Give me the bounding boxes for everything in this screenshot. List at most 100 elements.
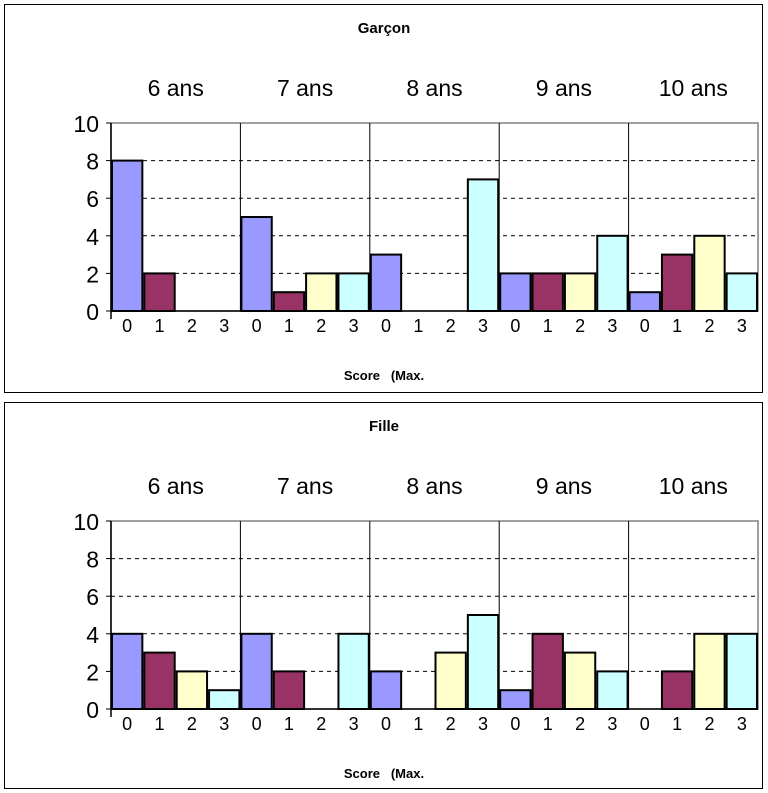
chart-title: Fille [369, 418, 399, 435]
x-tick-label: 0 [381, 316, 391, 336]
bar [208, 689, 241, 711]
bar [240, 632, 273, 710]
x-tick-label: 3 [219, 714, 229, 734]
x-tick-label: 1 [543, 714, 553, 734]
group-label: 9 ans [536, 473, 592, 499]
group-label: 7 ans [277, 75, 333, 101]
x-tick-label: 2 [316, 316, 326, 336]
chart-panel-garcon: Garçon 6 ans 7 ans 8 ans 9 ans 10 ans 0 2 4 6 8 10 0… [4, 4, 763, 393]
plot-area [110, 122, 759, 312]
bar [305, 272, 338, 312]
x-tick-label: 3 [607, 714, 617, 734]
bar [660, 670, 694, 710]
group-label: 6 ans [148, 473, 204, 499]
chart-title: Garçon [358, 20, 411, 37]
x-tick-label: 3 [219, 316, 229, 336]
bar [660, 253, 694, 313]
x-tick-label: 3 [478, 714, 488, 734]
x-tick-label: 0 [252, 714, 262, 734]
y-tick-label: 2 [86, 261, 99, 287]
group-label: 9 ans [536, 75, 592, 101]
x-tick-label: 0 [252, 316, 262, 336]
x-tick-label: 1 [672, 714, 682, 734]
x-tick-label: 2 [187, 316, 197, 336]
x-tick-label: 0 [122, 316, 132, 336]
x-axis-title: Score (Max. [344, 368, 424, 383]
group-label: 8 ans [406, 75, 462, 101]
y-tick-label: 6 [86, 584, 99, 610]
bar [531, 632, 564, 710]
group-label: 10 ans [659, 75, 728, 101]
bar [563, 272, 597, 312]
bar [434, 651, 467, 711]
group-label: 10 ans [659, 473, 728, 499]
bar [272, 670, 306, 710]
x-tick-label: 0 [381, 714, 391, 734]
x-tick-label: 2 [575, 714, 585, 734]
y-tick-label: 10 [73, 509, 99, 535]
bar [111, 632, 144, 710]
y-tick-label: 0 [86, 697, 99, 723]
bar [531, 272, 564, 312]
x-tick-label: 3 [737, 714, 747, 734]
bar [369, 253, 403, 313]
bar [499, 689, 532, 711]
bar [466, 614, 500, 710]
x-tick-label: 3 [737, 316, 747, 336]
bar [563, 651, 597, 711]
bar [175, 670, 209, 710]
x-tick-label: 1 [672, 316, 682, 336]
bar [693, 632, 726, 710]
bar [143, 272, 176, 312]
x-tick-label: 2 [575, 316, 585, 336]
bar [725, 632, 759, 710]
y-tick-label: 0 [86, 299, 99, 325]
bar [272, 291, 306, 313]
x-tick-label: 1 [413, 316, 423, 336]
x-tick-label: 2 [704, 714, 714, 734]
y-tick-label: 8 [86, 149, 99, 175]
x-tick-label: 0 [122, 714, 132, 734]
bar [111, 159, 144, 312]
x-tick-label: 2 [446, 714, 456, 734]
y-tick-label: 6 [86, 186, 99, 212]
x-tick-label: 0 [510, 714, 520, 734]
group-label: 8 ans [406, 473, 462, 499]
x-tick-label: 1 [284, 316, 294, 336]
bar [240, 216, 273, 312]
y-tick-label: 4 [86, 224, 99, 250]
bar [596, 234, 629, 312]
x-tick-label: 2 [187, 714, 197, 734]
y-tick-label: 8 [86, 547, 99, 573]
x-tick-label: 2 [316, 714, 326, 734]
group-label: 7 ans [277, 473, 333, 499]
chart-panel-fille: Fille 6 ans 7 ans 8 ans 9 ans 10 ans 0 2 4 6 8 10 0 1… [4, 402, 763, 789]
x-tick-label: 1 [155, 316, 165, 336]
bar [693, 234, 726, 312]
bar [628, 291, 661, 313]
x-tick-label: 0 [640, 316, 650, 336]
x-tick-label: 2 [704, 316, 714, 336]
y-tick-label: 10 [73, 111, 99, 137]
y-tick-label: 4 [86, 622, 99, 648]
x-tick-label: 3 [349, 316, 359, 336]
x-tick-label: 1 [543, 316, 553, 336]
bar [337, 272, 370, 312]
bar [337, 632, 370, 710]
y-tick-label: 2 [86, 659, 99, 685]
bar [499, 272, 532, 312]
x-tick-label: 3 [607, 316, 617, 336]
bar [143, 651, 176, 711]
bar [596, 670, 629, 710]
x-tick-label: 0 [510, 316, 520, 336]
x-tick-label: 1 [155, 714, 165, 734]
x-tick-label: 3 [349, 714, 359, 734]
x-tick-label: 2 [446, 316, 456, 336]
x-tick-label: 0 [640, 714, 650, 734]
x-tick-label: 1 [284, 714, 294, 734]
x-axis-title: Score (Max. [344, 766, 424, 781]
x-tick-label: 3 [478, 316, 488, 336]
x-tick-label: 1 [413, 714, 423, 734]
bar [466, 178, 500, 312]
